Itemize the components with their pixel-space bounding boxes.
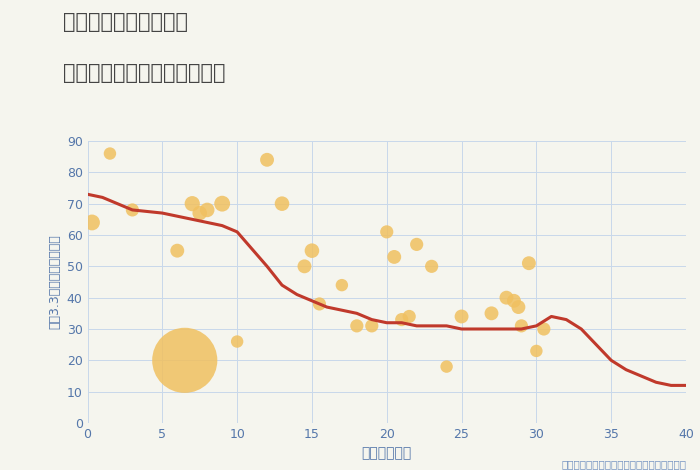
Point [314, 300, 325, 308]
Point [516, 322, 527, 329]
Point [396, 316, 407, 323]
Point [538, 325, 550, 333]
Point [172, 247, 183, 254]
Point [216, 200, 228, 207]
Point [411, 241, 422, 248]
Point [307, 247, 318, 254]
Point [531, 347, 542, 355]
Point [187, 200, 198, 207]
Text: 円の大きさは、取引のあった物件面積を示す: 円の大きさは、取引のあった物件面積を示す [561, 460, 686, 470]
Point [404, 313, 415, 320]
Point [389, 253, 400, 261]
Y-axis label: 平（3.3㎡）単価（万円）: 平（3.3㎡）単価（万円） [48, 235, 61, 329]
Text: 三重県鈴鹿市西庄内町: 三重県鈴鹿市西庄内町 [63, 12, 188, 32]
Point [194, 209, 205, 217]
Point [179, 357, 190, 364]
Point [104, 150, 116, 157]
Point [381, 228, 392, 235]
Point [276, 200, 288, 207]
Point [456, 313, 467, 320]
Point [127, 206, 138, 214]
Point [501, 294, 512, 301]
Point [366, 322, 377, 329]
Text: 築年数別中古マンション価格: 築年数別中古マンション価格 [63, 63, 225, 84]
X-axis label: 築年数（年）: 築年数（年） [362, 446, 412, 461]
Point [351, 322, 363, 329]
Point [426, 263, 438, 270]
Point [262, 156, 273, 164]
Point [86, 219, 97, 226]
Point [336, 282, 347, 289]
Point [202, 206, 213, 214]
Point [524, 259, 535, 267]
Point [299, 263, 310, 270]
Point [486, 310, 497, 317]
Point [508, 297, 519, 305]
Point [513, 303, 524, 311]
Point [232, 338, 243, 345]
Point [441, 363, 452, 370]
